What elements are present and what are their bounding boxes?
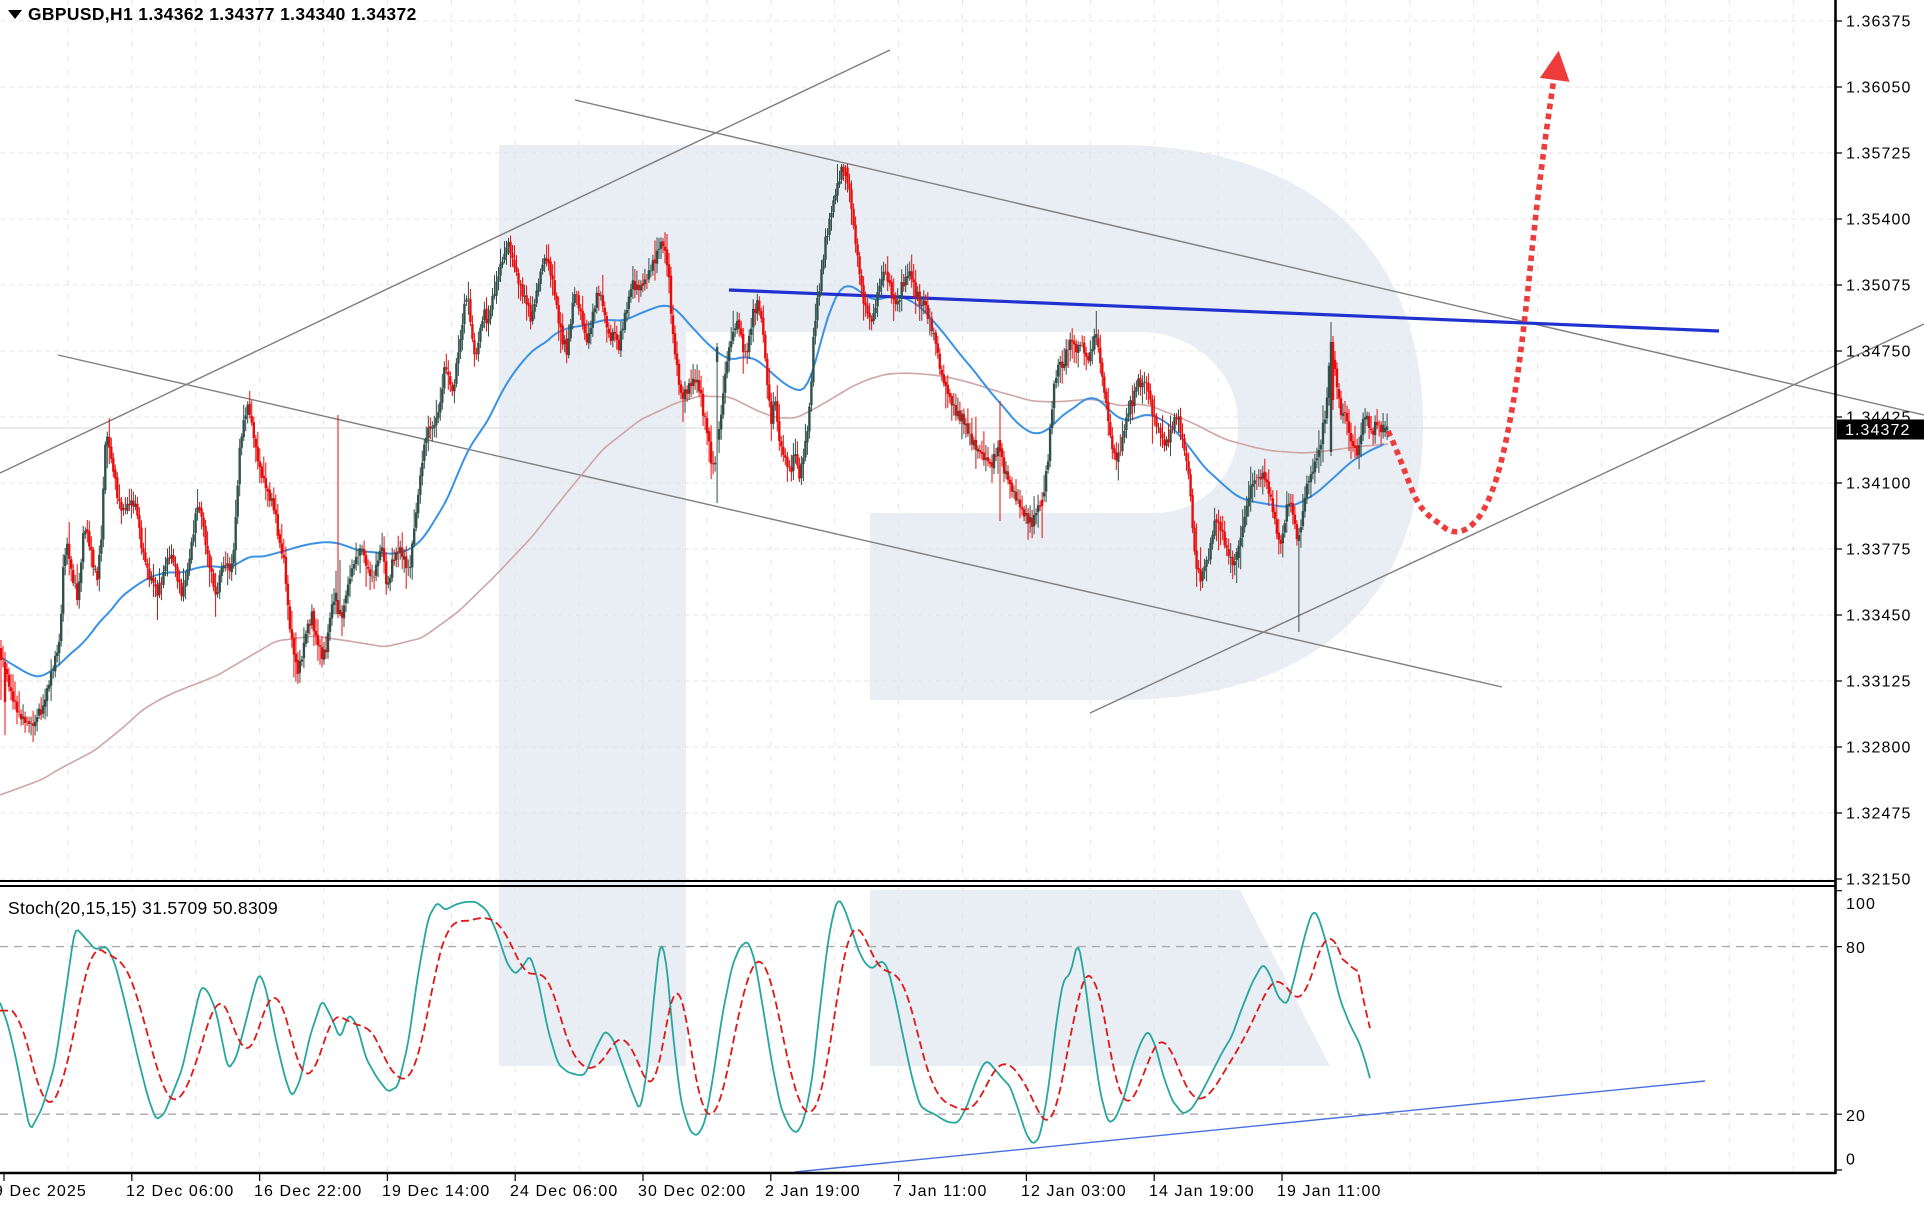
- svg-text:1.33450: 1.33450: [1846, 608, 1912, 625]
- svg-text:Stoch(20,15,15) 31.5709 50.830: Stoch(20,15,15) 31.5709 50.8309: [8, 898, 278, 918]
- svg-text:19 Dec 14:00: 19 Dec 14:00: [382, 1183, 490, 1200]
- svg-text:9 Dec 2025: 9 Dec 2025: [0, 1183, 87, 1200]
- svg-text:12 Dec 06:00: 12 Dec 06:00: [126, 1183, 234, 1200]
- svg-text:1.32150: 1.32150: [1846, 872, 1912, 889]
- svg-text:1.33125: 1.33125: [1846, 674, 1912, 691]
- svg-text:1.35400: 1.35400: [1846, 212, 1912, 229]
- svg-text:7 Jan 11:00: 7 Jan 11:00: [893, 1183, 988, 1200]
- svg-text:2 Jan 19:00: 2 Jan 19:00: [765, 1183, 861, 1200]
- svg-text:1.36050: 1.36050: [1846, 80, 1912, 97]
- svg-text:16 Dec 22:00: 16 Dec 22:00: [254, 1183, 362, 1200]
- svg-text:80: 80: [1846, 940, 1866, 957]
- svg-text:20: 20: [1846, 1108, 1866, 1125]
- svg-text:0: 0: [1846, 1152, 1856, 1169]
- svg-text:1.34372: 1.34372: [1845, 422, 1911, 439]
- svg-text:14 Jan 19:00: 14 Jan 19:00: [1149, 1183, 1255, 1200]
- svg-text:19 Jan 11:00: 19 Jan 11:00: [1277, 1183, 1382, 1200]
- svg-text:GBPUSD,H1 1.34362 1.34377 1.3: GBPUSD,H1 1.34362 1.34377 1.34340 1.3437…: [28, 4, 417, 24]
- svg-text:1.32475: 1.32475: [1846, 806, 1912, 823]
- svg-text:1.35075: 1.35075: [1846, 278, 1912, 295]
- svg-text:30 Dec 02:00: 30 Dec 02:00: [638, 1183, 746, 1200]
- svg-text:1.36375: 1.36375: [1846, 14, 1912, 31]
- svg-text:100: 100: [1846, 896, 1876, 913]
- svg-text:1.34100: 1.34100: [1846, 476, 1912, 493]
- svg-text:1.32800: 1.32800: [1846, 740, 1912, 757]
- svg-text:12 Jan 03:00: 12 Jan 03:00: [1021, 1183, 1127, 1200]
- svg-text:24 Dec 06:00: 24 Dec 06:00: [510, 1183, 618, 1200]
- svg-text:1.35725: 1.35725: [1846, 146, 1912, 163]
- svg-text:1.33775: 1.33775: [1846, 542, 1912, 559]
- svg-text:1.34750: 1.34750: [1846, 344, 1912, 361]
